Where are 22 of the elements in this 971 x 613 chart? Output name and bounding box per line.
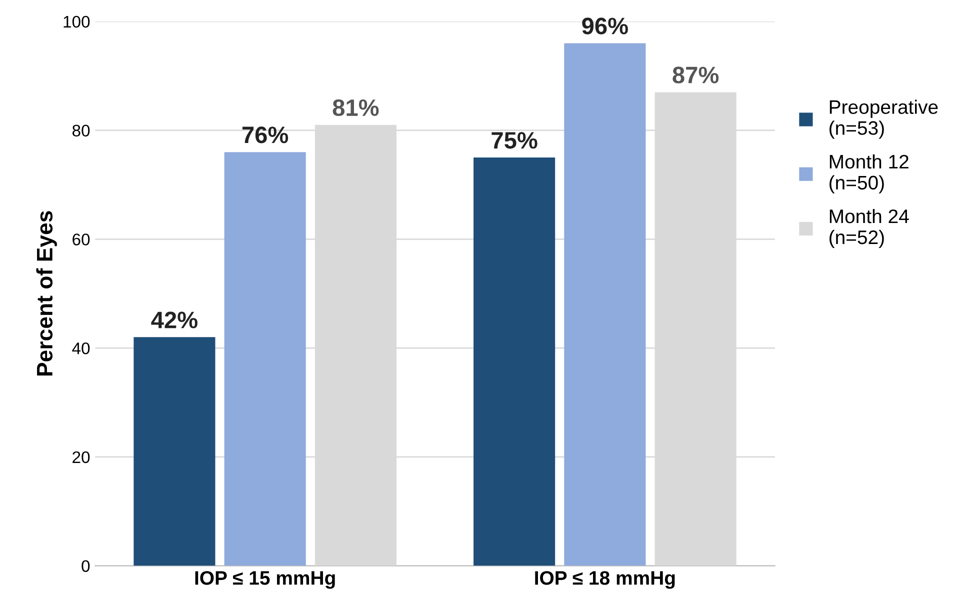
bar: [564, 43, 646, 566]
y-axis-title: Percent of Eyes: [36, 211, 57, 376]
y-tick-label: 80: [72, 124, 90, 137]
bar: [134, 337, 216, 566]
bar: [224, 152, 306, 566]
data-label: 81%: [332, 99, 379, 116]
y-tick-label: 60: [72, 234, 90, 246]
y-tick-label: 40: [72, 342, 90, 354]
data-label: 76%: [242, 126, 288, 144]
y-tick-label: 100: [64, 16, 90, 28]
x-tick-label: IOP ≤ 15 mmHg: [195, 571, 335, 589]
data-label: 75%: [492, 132, 538, 149]
data-label: 42%: [151, 312, 198, 328]
bar: [474, 158, 556, 566]
data-label: 87%: [672, 66, 719, 84]
x-tick-label: IOP ≤ 18 mmHg: [535, 571, 675, 589]
data-label: 96%: [582, 18, 628, 34]
y-tick-label: 0: [82, 560, 90, 572]
legend-label: Month 24 (n=52): [830, 208, 909, 248]
y-tick-label: 20: [72, 451, 90, 464]
legend-label: Month 12 (n=50): [830, 154, 908, 194]
legend-label: Preoperative (n=53): [830, 100, 938, 139]
